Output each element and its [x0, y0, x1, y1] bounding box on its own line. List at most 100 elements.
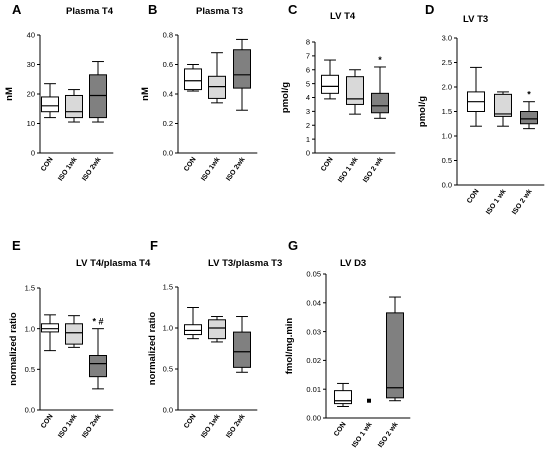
- box-iqr: [208, 319, 226, 340]
- y-tick-label: 0.05: [306, 270, 321, 279]
- panel-title: LV T3/plasma T3: [208, 258, 282, 269]
- y-tick-label: 0.0: [163, 406, 173, 415]
- category-label: CON: [183, 413, 198, 430]
- y-tick-label: 0.01: [306, 385, 321, 394]
- y-axis-label: pmol/g: [417, 96, 428, 127]
- box-iqr: [184, 324, 202, 336]
- y-tick-label: 2.5: [442, 58, 452, 67]
- panel-b: B Plasma T3 0.0 0.2 0.4 0.6 0.8 nM CON ISO 1wk ISO…: [140, 2, 258, 182]
- box-0: [41, 83, 59, 119]
- box-0: [334, 382, 352, 407]
- y-tick-label: 1.0: [442, 132, 452, 141]
- category-label: CON: [333, 421, 348, 438]
- y-tick-label: 10: [27, 119, 35, 128]
- panel-d: D LV T3 0.0 0.5 1.0 1.5 2.0 2.5 3.0 pmol/g CON ISO …: [417, 2, 545, 216]
- y-tick-label: 4: [306, 93, 310, 102]
- box-0: [467, 66, 485, 127]
- box-0: [321, 59, 339, 100]
- box-1: [208, 52, 226, 104]
- y-tick-label: 5: [306, 79, 310, 88]
- y-tick-label: 1.5: [25, 284, 35, 293]
- box-2: [89, 61, 107, 123]
- category-label: ISO 2 wk: [511, 188, 534, 216]
- y-tick-label: 0: [31, 149, 35, 158]
- category-label: ISO 1wk: [57, 156, 78, 182]
- y-tick-label: 1.0: [163, 324, 173, 333]
- category-label: ISO 2 wk: [362, 156, 385, 184]
- box-iqr: [494, 93, 512, 117]
- panel-a: A Plasma T4 0 10 20 30 40 nM CON ISO 1wk ISO 2wk: [4, 2, 114, 182]
- box-1: [346, 69, 364, 115]
- category-label: CON: [40, 413, 55, 430]
- panel-letter: C: [288, 2, 298, 17]
- category-label: CON: [466, 188, 481, 205]
- y-tick-label: 0.5: [25, 365, 35, 374]
- significance-marker: * #: [92, 317, 103, 327]
- category-label: ISO 2 wk: [377, 421, 400, 449]
- box-iqr: [321, 74, 339, 94]
- y-tick-label: 0.04: [306, 299, 321, 308]
- box-2: [520, 101, 538, 130]
- category-label: ISO 2wk: [81, 413, 102, 439]
- box-iqr: [89, 74, 107, 119]
- box-2: [233, 316, 251, 373]
- panel-letter: F: [150, 238, 158, 253]
- y-axis-label: nM: [140, 87, 151, 101]
- panel-title: Plasma T3: [196, 6, 243, 17]
- y-axis-label: nM: [4, 87, 15, 101]
- category-label: CON: [40, 156, 55, 173]
- y-tick-label: 0.0: [163, 149, 173, 158]
- box-2: [386, 296, 404, 402]
- box-iqr: [65, 94, 83, 119]
- y-tick-label: 0.03: [306, 327, 321, 336]
- category-label: ISO 2wk: [81, 156, 102, 182]
- panel-letter: A: [12, 2, 22, 17]
- y-axis-label: fmol/mg.min: [284, 318, 295, 375]
- category-label: ISO 1 wk: [485, 188, 508, 216]
- box-1: [367, 398, 371, 403]
- box-iqr: [208, 75, 226, 99]
- category-label: ISO 2wk: [225, 413, 246, 439]
- panel-letter: E: [12, 238, 21, 253]
- box-iqr: [233, 331, 251, 368]
- box-iqr: [233, 49, 251, 89]
- y-tick-label: 0.02: [306, 356, 321, 365]
- y-tick-label: 0.8: [163, 31, 173, 40]
- y-tick-label: 20: [27, 90, 35, 99]
- box-iqr: [371, 92, 389, 114]
- y-tick-label: 3: [306, 107, 310, 116]
- panel-f: F LV T3/plasma T3 0.0 0.5 1.0 1.5 normalized r…: [147, 238, 282, 439]
- panel-letter: B: [148, 2, 157, 17]
- significance-marker: *: [378, 55, 382, 65]
- box-iqr: [346, 76, 364, 105]
- box-iqr: [334, 390, 352, 405]
- box-iqr: [184, 68, 202, 91]
- category-label: ISO 1 wk: [337, 156, 360, 184]
- box-iqr: [89, 355, 107, 378]
- y-axis-label: normalized ratio: [8, 312, 19, 386]
- category-label: ISO 1wk: [200, 156, 221, 182]
- category-label: ISO 1wk: [200, 413, 221, 439]
- category-label: ISO 2wk: [225, 156, 246, 182]
- box-0: [184, 307, 202, 340]
- y-tick-label: 0.0: [25, 406, 35, 415]
- y-tick-label: 0.00: [306, 414, 321, 423]
- y-tick-label: 7: [306, 52, 310, 61]
- panel-title: LV T4: [330, 11, 356, 22]
- box-1: [65, 315, 83, 348]
- panel-title: LV T4/plasma T4: [76, 258, 151, 269]
- category-label: ISO 1wk: [57, 413, 78, 439]
- box-iqr: [520, 111, 538, 125]
- y-tick-label: 1: [306, 135, 310, 144]
- box-0: [184, 64, 202, 92]
- panel-e: E LV T4/plasma T4 0.0 0.5 1.0 1.5 normalized r…: [8, 238, 151, 439]
- y-tick-label: 8: [306, 38, 310, 47]
- category-label: CON: [183, 156, 198, 173]
- box-0: [41, 314, 59, 352]
- panel-title: Plasma T4: [66, 6, 114, 17]
- y-tick-label: 0.6: [163, 60, 173, 69]
- box-iqr: [41, 96, 59, 113]
- y-tick-label: 30: [27, 60, 35, 69]
- category-label: CON: [320, 156, 335, 173]
